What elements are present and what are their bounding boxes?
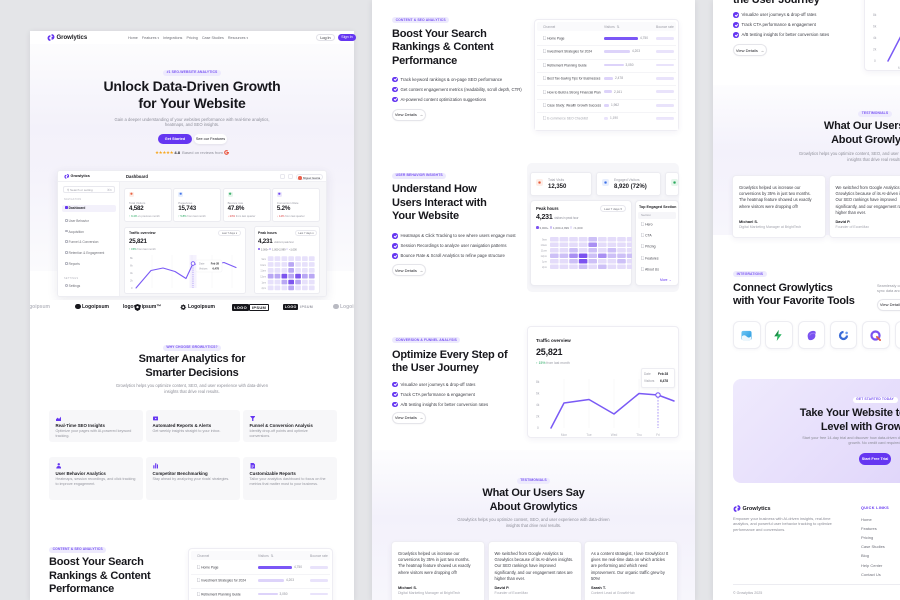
svg-text:9am: 9am (261, 259, 266, 261)
svg-text:4k: 4k (536, 403, 540, 407)
svg-text:2pm: 2pm (261, 288, 266, 290)
svg-text:Date: Date (199, 262, 205, 266)
svg-text:6k: 6k (130, 264, 133, 268)
svg-text:10am: 10am (260, 265, 266, 267)
svg-text:2k: 2k (873, 48, 877, 52)
svg-text:Tue: Tue (586, 433, 592, 437)
svg-text:Thu: Thu (636, 433, 642, 437)
svg-text:6,478: 6,478 (213, 267, 220, 271)
svg-text:Fri: Fri (656, 433, 660, 437)
svg-text:0: 0 (537, 426, 539, 430)
svg-text:0: 0 (131, 286, 133, 290)
svg-text:1pm: 1pm (542, 259, 547, 263)
svg-text:0: 0 (874, 59, 876, 63)
svg-text:Mon: Mon (561, 433, 567, 437)
svg-text:2k: 2k (536, 415, 540, 419)
svg-text:10am: 10am (541, 243, 548, 247)
svg-text:Mon: Mon (898, 66, 900, 70)
svg-text:6k: 6k (873, 25, 877, 29)
svg-text:12pm: 12pm (260, 276, 266, 278)
svg-text:Visitors: Visitors (199, 267, 208, 271)
svg-text:2k: 2k (130, 279, 133, 283)
svg-text:4k: 4k (873, 36, 877, 40)
svg-text:1pm: 1pm (261, 282, 266, 284)
svg-text:8k: 8k (536, 380, 540, 384)
svg-text:4k: 4k (130, 271, 133, 275)
svg-text:8k: 8k (130, 256, 133, 260)
svg-text:11am: 11am (541, 248, 547, 252)
svg-text:11am: 11am (260, 271, 266, 273)
svg-text:Feb 28: Feb 28 (211, 262, 220, 266)
svg-text:8k: 8k (873, 13, 877, 17)
svg-text:9am: 9am (542, 237, 547, 241)
svg-text:12pm: 12pm (541, 254, 548, 258)
svg-text:Wed: Wed (611, 433, 618, 437)
svg-text:2pm: 2pm (542, 265, 547, 269)
svg-text:6k: 6k (536, 392, 540, 396)
